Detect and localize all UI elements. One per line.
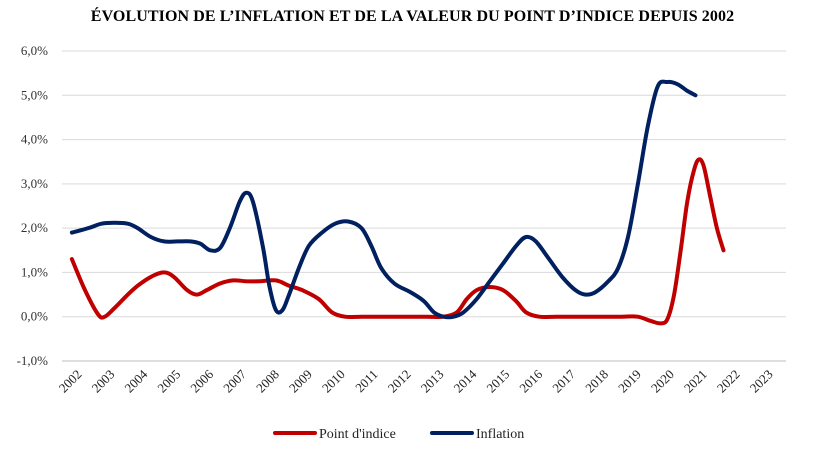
- x-tick-label: 2002: [56, 367, 85, 396]
- y-tick-label: 0,0%: [21, 309, 48, 324]
- x-axis-ticks: 2002 2003 2004 2005 2006 2007 2008 2009 2010 2011…: [56, 366, 776, 395]
- x-tick-label: 2023: [747, 367, 776, 396]
- series-line-inflation: [69, 79, 698, 320]
- series-lines: [69, 79, 726, 326]
- legend-item-point-indice: Point d'indice: [273, 427, 396, 442]
- y-tick-label: 4,0%: [21, 132, 48, 147]
- x-tick-label: 2005: [154, 367, 183, 396]
- grid-lines: [62, 50, 786, 362]
- y-tick-label: 3,0%: [21, 176, 48, 191]
- legend: Point d'indice Inflation: [273, 427, 524, 442]
- x-tick-label: 2006: [187, 366, 216, 395]
- x-tick-label: 2007: [220, 366, 249, 395]
- x-tick-label: 2009: [286, 367, 315, 396]
- x-tick-label: 2022: [714, 367, 743, 396]
- chart-title: ÉVOLUTION DE L’INFLATION ET DE LA VALEUR…: [90, 8, 735, 25]
- x-tick-label: 2017: [549, 366, 578, 395]
- x-tick-label: 2014: [450, 366, 479, 395]
- y-tick-label: 2,0%: [21, 220, 48, 235]
- x-tick-label: 2013: [418, 367, 447, 396]
- x-tick-label: 2008: [253, 367, 282, 396]
- x-tick-label: 2018: [582, 367, 611, 396]
- legend-item-inflation: Inflation: [430, 427, 524, 442]
- y-axis-ticks: -1,0% 0,0% 1,0% 2,0% 3,0% 4,0% 5,0% 6,0%: [17, 43, 49, 368]
- x-tick-label: 2010: [319, 367, 348, 396]
- x-tick-label: 2020: [648, 367, 677, 396]
- x-tick-label: 2016: [516, 366, 545, 395]
- legend-label: Inflation: [476, 427, 524, 442]
- x-tick-label: 2012: [385, 367, 414, 396]
- x-tick-label: 2019: [615, 367, 644, 396]
- y-tick-label: 6,0%: [21, 43, 48, 58]
- x-tick-label: 2004: [121, 366, 150, 395]
- legend-label: Point d'indice: [319, 427, 396, 442]
- x-tick-label: 2003: [88, 367, 117, 396]
- y-tick-label: 5,0%: [21, 87, 48, 102]
- y-tick-label: -1,0%: [17, 353, 49, 368]
- x-tick-label: 2015: [483, 367, 512, 396]
- x-tick-label: 2021: [681, 367, 710, 396]
- x-tick-label: 2011: [352, 367, 381, 396]
- series-line-point-indice: [69, 157, 726, 326]
- y-tick-label: 1,0%: [21, 264, 48, 279]
